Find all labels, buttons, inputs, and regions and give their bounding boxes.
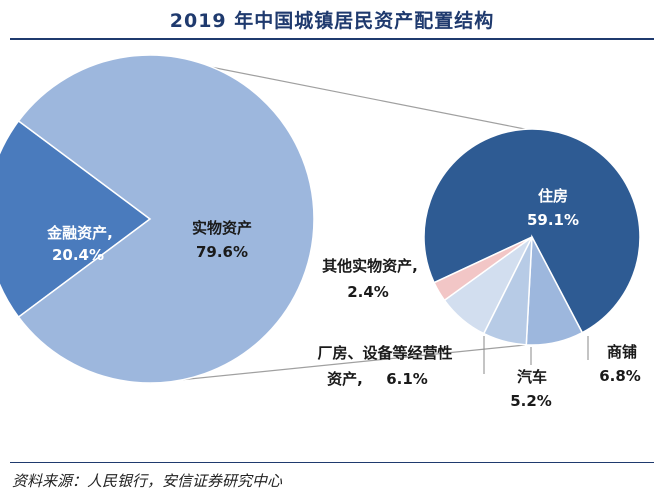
label-business-assets-name: 厂房、设备等经营性 bbox=[317, 344, 452, 362]
slice-financial-assets bbox=[0, 119, 152, 319]
right-pie bbox=[423, 128, 641, 346]
label-physical-assets-name: 实物资产 bbox=[192, 219, 252, 237]
label-business-assets-label2: 资产, bbox=[327, 370, 363, 388]
connector-line-bottom bbox=[149, 344, 526, 384]
slice-physical-assets bbox=[17, 54, 315, 384]
label-business-assets-value: 6.1% bbox=[386, 370, 428, 388]
label-housing-name: 住房 bbox=[538, 187, 568, 205]
left-pie bbox=[0, 54, 315, 384]
title-underline bbox=[10, 38, 654, 40]
label-car-value: 5.2% bbox=[510, 392, 552, 410]
slice-other-physical bbox=[433, 236, 533, 302]
label-physical-assets-value: 79.6% bbox=[196, 243, 248, 261]
label-car-name: 汽车 bbox=[517, 368, 547, 386]
chart-title: 2019 年中国城镇居民资产配置结构 bbox=[169, 10, 495, 32]
label-financial-assets-value: 20.4% bbox=[52, 246, 104, 264]
slice-housing bbox=[423, 128, 641, 334]
label-housing-value: 59.1% bbox=[527, 211, 579, 229]
source-divider bbox=[10, 462, 654, 463]
source-note: 资料来源：人民银行，安信证券研究中心 bbox=[12, 472, 283, 490]
label-financial-assets-name: 金融资产, bbox=[46, 224, 113, 242]
label-commercial-value: 6.8% bbox=[599, 367, 641, 385]
label-other-physical-name: 其他实物资产, bbox=[322, 257, 418, 275]
label-other-physical-value: 2.4% bbox=[347, 283, 389, 301]
label-commercial-name: 商铺 bbox=[607, 343, 637, 361]
